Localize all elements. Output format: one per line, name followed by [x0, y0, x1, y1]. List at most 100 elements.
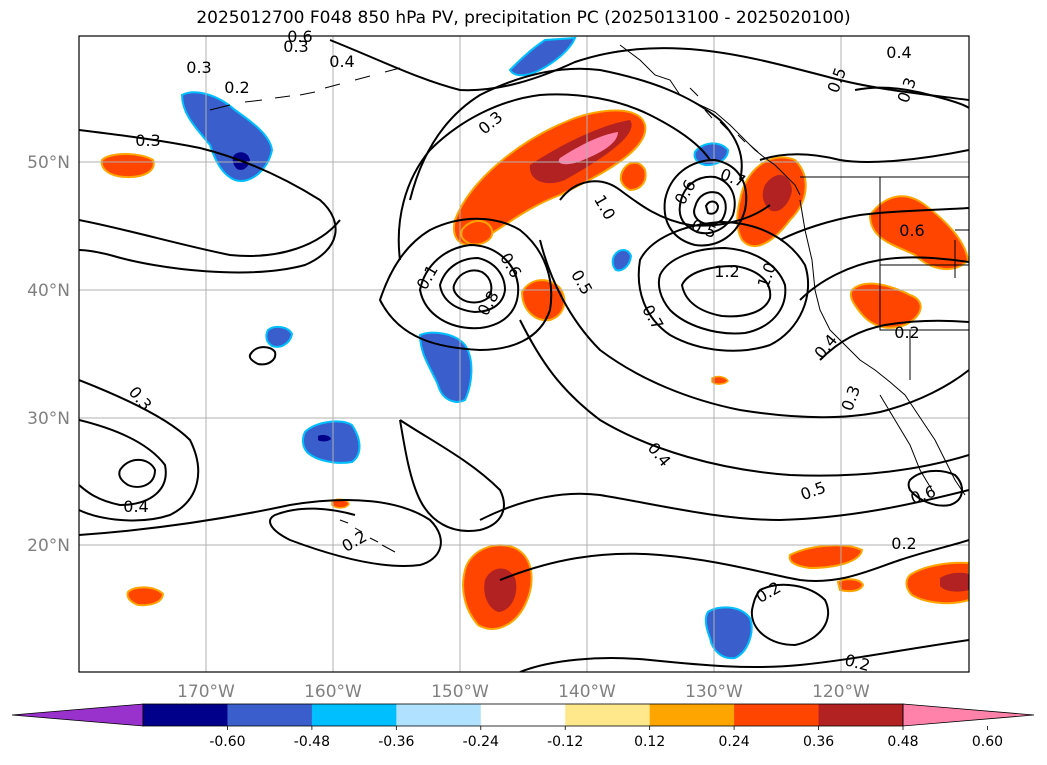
contour-central-1 — [559, 180, 771, 227]
contour-central-2 — [539, 239, 969, 419]
cool-area-small-1 — [265, 325, 294, 348]
cool-area-small-2 — [611, 249, 633, 272]
contour-west-4 — [79, 419, 167, 507]
coastline-west-coast — [799, 199, 966, 496]
contour-label: 0.2 — [752, 578, 784, 607]
contour-label: 0.8 — [474, 287, 503, 319]
coastlines — [209, 44, 969, 553]
contour-label: 0.4 — [123, 497, 148, 516]
contour-high-outer — [637, 220, 810, 352]
contour-trough-1 — [409, 67, 743, 201]
contour-label: 0.4 — [886, 43, 911, 62]
contour-high-mid — [657, 246, 787, 335]
contour-trough-2 — [397, 93, 711, 261]
cool-area-central — [418, 331, 473, 403]
contour-ring-1 — [663, 158, 748, 247]
contour-label: 0.4 — [329, 52, 354, 71]
lon-label: 130°W — [685, 682, 743, 702]
contour-east-3 — [819, 319, 969, 361]
contour-label: 0.3 — [186, 58, 211, 77]
contour-south-4 — [750, 583, 830, 647]
contour-low-2 — [418, 243, 520, 330]
colorbar-tick-label: 0.36 — [803, 734, 834, 750]
warm-area-pnw-core — [762, 174, 792, 212]
contour-label: 0.3 — [283, 37, 308, 56]
colorbar-tick-label: 0.24 — [719, 734, 750, 750]
lat-label: 40°N — [27, 281, 70, 301]
colorbar-tick-label: -0.60 — [209, 734, 245, 750]
contour-label: 0.2 — [224, 78, 249, 97]
contour-west-5 — [118, 458, 157, 488]
contour-east-1 — [779, 207, 969, 241]
contour-label: 0.3 — [838, 383, 865, 413]
colorbar-tick-label: -0.24 — [463, 734, 499, 750]
lat-label: 20°N — [27, 536, 70, 556]
lat-label: 30°N — [27, 409, 70, 429]
latitude-labels: 50°N 40°N 30°N 20°N — [27, 153, 70, 556]
contour-west-2 — [79, 219, 341, 257]
colorbar-tick-label: 0.60 — [972, 734, 1003, 750]
warm-area-small-1 — [619, 161, 647, 192]
contour-central-3 — [519, 319, 969, 477]
colorbar-segment — [143, 704, 228, 726]
coastline-baja — [879, 394, 933, 491]
contour-east-5 — [907, 469, 963, 507]
coastline-alaska — [619, 44, 801, 196]
contour-small-ring — [248, 346, 277, 366]
contour-label: 0.5 — [689, 216, 719, 243]
map-title: 2025012700 F048 850 hPa PV, precipitatio… — [196, 8, 851, 28]
aleutian-islands — [209, 67, 401, 111]
cool-area-south — [704, 606, 753, 660]
contour-label: 0.3 — [894, 75, 921, 105]
contour-label: 0.7 — [638, 301, 667, 333]
contour-ring-3 — [693, 191, 727, 226]
contour-label: 0.3 — [135, 131, 160, 150]
cool-area-gulf-north — [508, 36, 577, 77]
precip-shading — [100, 36, 969, 660]
contour-west-1 — [79, 129, 337, 274]
lon-label: 150°W — [431, 682, 489, 702]
contour-south-west — [79, 499, 442, 567]
contour-low-3 — [438, 256, 507, 314]
contour-east-2 — [799, 256, 969, 301]
contour-east-6 — [759, 149, 969, 163]
warm-area-rockies — [868, 195, 969, 271]
warm-area-west-2 — [126, 586, 165, 607]
warm-area-hawaii-south-core — [484, 568, 517, 612]
contour-label: 1.0 — [590, 191, 619, 223]
warm-area-east-mexico-core — [940, 572, 969, 592]
lon-label: 140°W — [558, 682, 616, 702]
warm-area-west-1 — [100, 153, 155, 179]
contour-east-4 — [854, 86, 969, 109]
cool-area-west-core — [318, 435, 331, 442]
contour-trough-outer — [329, 39, 969, 101]
colorbar-extend-high — [902, 703, 1035, 727]
warm-area-small-2 — [460, 220, 494, 246]
contour-south-5 — [519, 639, 969, 672]
contour-label: 1.2 — [714, 262, 739, 281]
coastline-bc-islands — [689, 87, 759, 153]
contour-south-1 — [399, 419, 505, 532]
contour-label: 0.5 — [567, 266, 596, 298]
colorbar: -0.60 -0.48 -0.36 -0.24 -0.12 0.12 0.24 0.36 0.4… — [11, 703, 1035, 750]
pv-contours — [79, 39, 969, 672]
colorbar-segment — [818, 704, 904, 726]
colorbar-extend-low — [11, 703, 144, 727]
contour-low-outer — [378, 217, 553, 352]
colorbar-tick-label: -0.48 — [294, 734, 330, 750]
colorbar-segment — [396, 704, 482, 726]
contour-label: 0.1 — [413, 261, 442, 293]
positive-anomaly-areas — [100, 109, 969, 630]
warm-area-california — [849, 282, 922, 329]
contour-label: 0.3 — [125, 383, 156, 415]
lon-label: 160°W — [304, 682, 362, 702]
contour-label: 0.2 — [891, 534, 916, 553]
contour-ring-2 — [678, 175, 736, 235]
contour-west-3 — [79, 379, 200, 522]
hawaii-islands — [339, 519, 396, 553]
contour-label: 0.4 — [810, 331, 841, 363]
map-frame — [78, 35, 970, 673]
lat-label: 50°N — [27, 153, 70, 173]
colorbar-segment — [227, 704, 313, 726]
contour-label: 0.5 — [824, 65, 851, 95]
